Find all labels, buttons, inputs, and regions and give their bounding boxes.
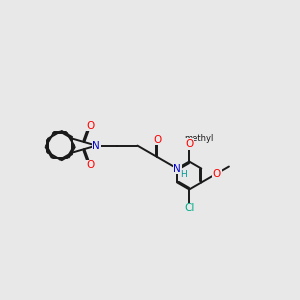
Text: Cl: Cl: [184, 203, 194, 213]
Text: methyl: methyl: [184, 134, 213, 143]
Text: H: H: [180, 170, 187, 179]
Text: N: N: [173, 164, 181, 173]
Text: O: O: [185, 139, 193, 148]
Text: O: O: [213, 169, 221, 179]
Text: N: N: [92, 141, 100, 151]
Text: O: O: [86, 121, 94, 131]
Text: O: O: [153, 135, 161, 145]
Text: O: O: [185, 139, 193, 149]
Text: O: O: [86, 160, 94, 170]
Text: O: O: [212, 169, 220, 179]
